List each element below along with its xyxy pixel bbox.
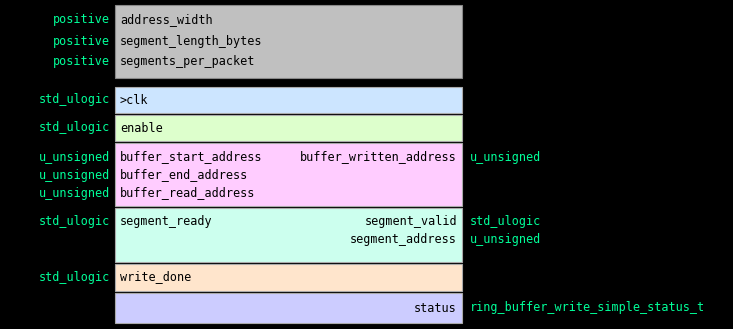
Text: u_unsigned: u_unsigned (39, 168, 110, 182)
Bar (115, 87, 462, 113)
Text: segment_length_bytes: segment_length_bytes (120, 35, 262, 47)
Text: buffer_end_address: buffer_end_address (120, 168, 248, 182)
Text: segments_per_packet: segments_per_packet (120, 56, 255, 68)
Text: buffer_start_address: buffer_start_address (120, 150, 262, 164)
Bar (115, 115, 462, 141)
Text: ring_buffer_write_simple_status_t: ring_buffer_write_simple_status_t (470, 301, 705, 315)
Text: >clk: >clk (120, 93, 149, 107)
Text: positive: positive (53, 56, 110, 68)
Text: u_unsigned: u_unsigned (39, 187, 110, 199)
Text: address_width: address_width (120, 13, 213, 27)
Text: enable: enable (120, 121, 163, 135)
Text: std_ulogic: std_ulogic (39, 121, 110, 135)
Text: u_unsigned: u_unsigned (470, 234, 541, 246)
Bar (115, 264, 462, 291)
Bar (115, 208, 462, 262)
Text: std_ulogic: std_ulogic (39, 270, 110, 284)
Bar (115, 143, 462, 206)
Text: segment_ready: segment_ready (120, 215, 213, 229)
Text: std_ulogic: std_ulogic (39, 93, 110, 107)
Text: segment_valid: segment_valid (364, 215, 457, 229)
Text: positive: positive (53, 35, 110, 47)
Text: u_unsigned: u_unsigned (470, 150, 541, 164)
Text: buffer_written_address: buffer_written_address (301, 150, 457, 164)
Text: std_ulogic: std_ulogic (470, 215, 541, 229)
Text: buffer_read_address: buffer_read_address (120, 187, 255, 199)
Text: write_done: write_done (120, 270, 191, 284)
Bar (115, 5, 462, 78)
Text: segment_address: segment_address (350, 234, 457, 246)
Text: status: status (414, 301, 457, 315)
Text: std_ulogic: std_ulogic (39, 215, 110, 229)
Text: positive: positive (53, 13, 110, 27)
Bar (115, 293, 462, 323)
Text: u_unsigned: u_unsigned (39, 150, 110, 164)
